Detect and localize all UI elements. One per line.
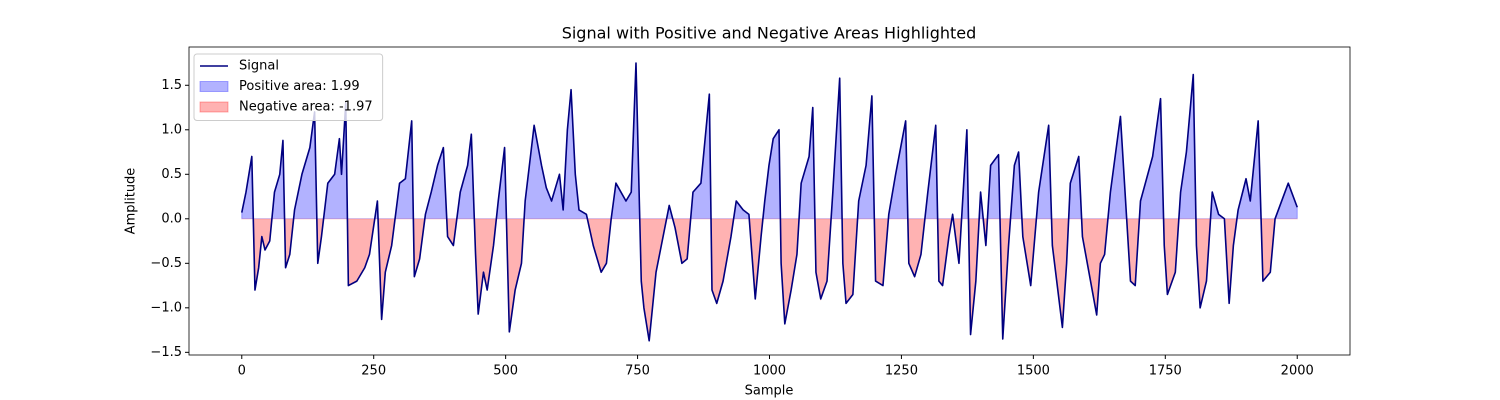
y-tick-label: 1.5 — [161, 78, 182, 93]
chart-title: Signal with Positive and Negative Areas … — [562, 24, 977, 43]
y-tick-label: −1.0 — [150, 300, 182, 315]
x-tick-label: 1250 — [885, 364, 918, 379]
area-fill — [241, 63, 1298, 219]
x-tick-label: 1500 — [1017, 364, 1050, 379]
plot-frame — [188, 46, 1351, 356]
legend-swatch — [199, 81, 229, 92]
legend-label: Negative area: -1.97 — [239, 100, 373, 115]
x-axis-label: Sample — [745, 384, 794, 399]
y-tick-label: −0.5 — [150, 256, 182, 271]
x-tick-label: 250 — [361, 364, 386, 379]
legend-label: Positive area: 1.99 — [239, 79, 360, 94]
legend-box — [193, 53, 384, 121]
legend-label: Signal — [239, 59, 279, 74]
legend-swatch — [199, 101, 229, 113]
y-axis-label: Amplitude — [124, 168, 139, 235]
x-tick-label: 1000 — [753, 364, 786, 379]
y-tick-label: 0.5 — [161, 167, 182, 182]
x-tick-label: 0 — [238, 364, 246, 379]
signal-line — [240, 62, 1298, 342]
legend: Signal Positive area: 1.99 Negative area: … — [193, 53, 384, 121]
x-tick-label: 1750 — [1149, 364, 1182, 379]
y-tick-label: 1.0 — [161, 122, 182, 137]
y-tick-label: 0.0 — [161, 211, 182, 226]
x-tick-label: 500 — [493, 364, 518, 379]
x-tick-label: 2000 — [1281, 364, 1314, 379]
x-tick-label: 750 — [625, 364, 650, 379]
y-tick-label: −1.5 — [150, 345, 182, 360]
